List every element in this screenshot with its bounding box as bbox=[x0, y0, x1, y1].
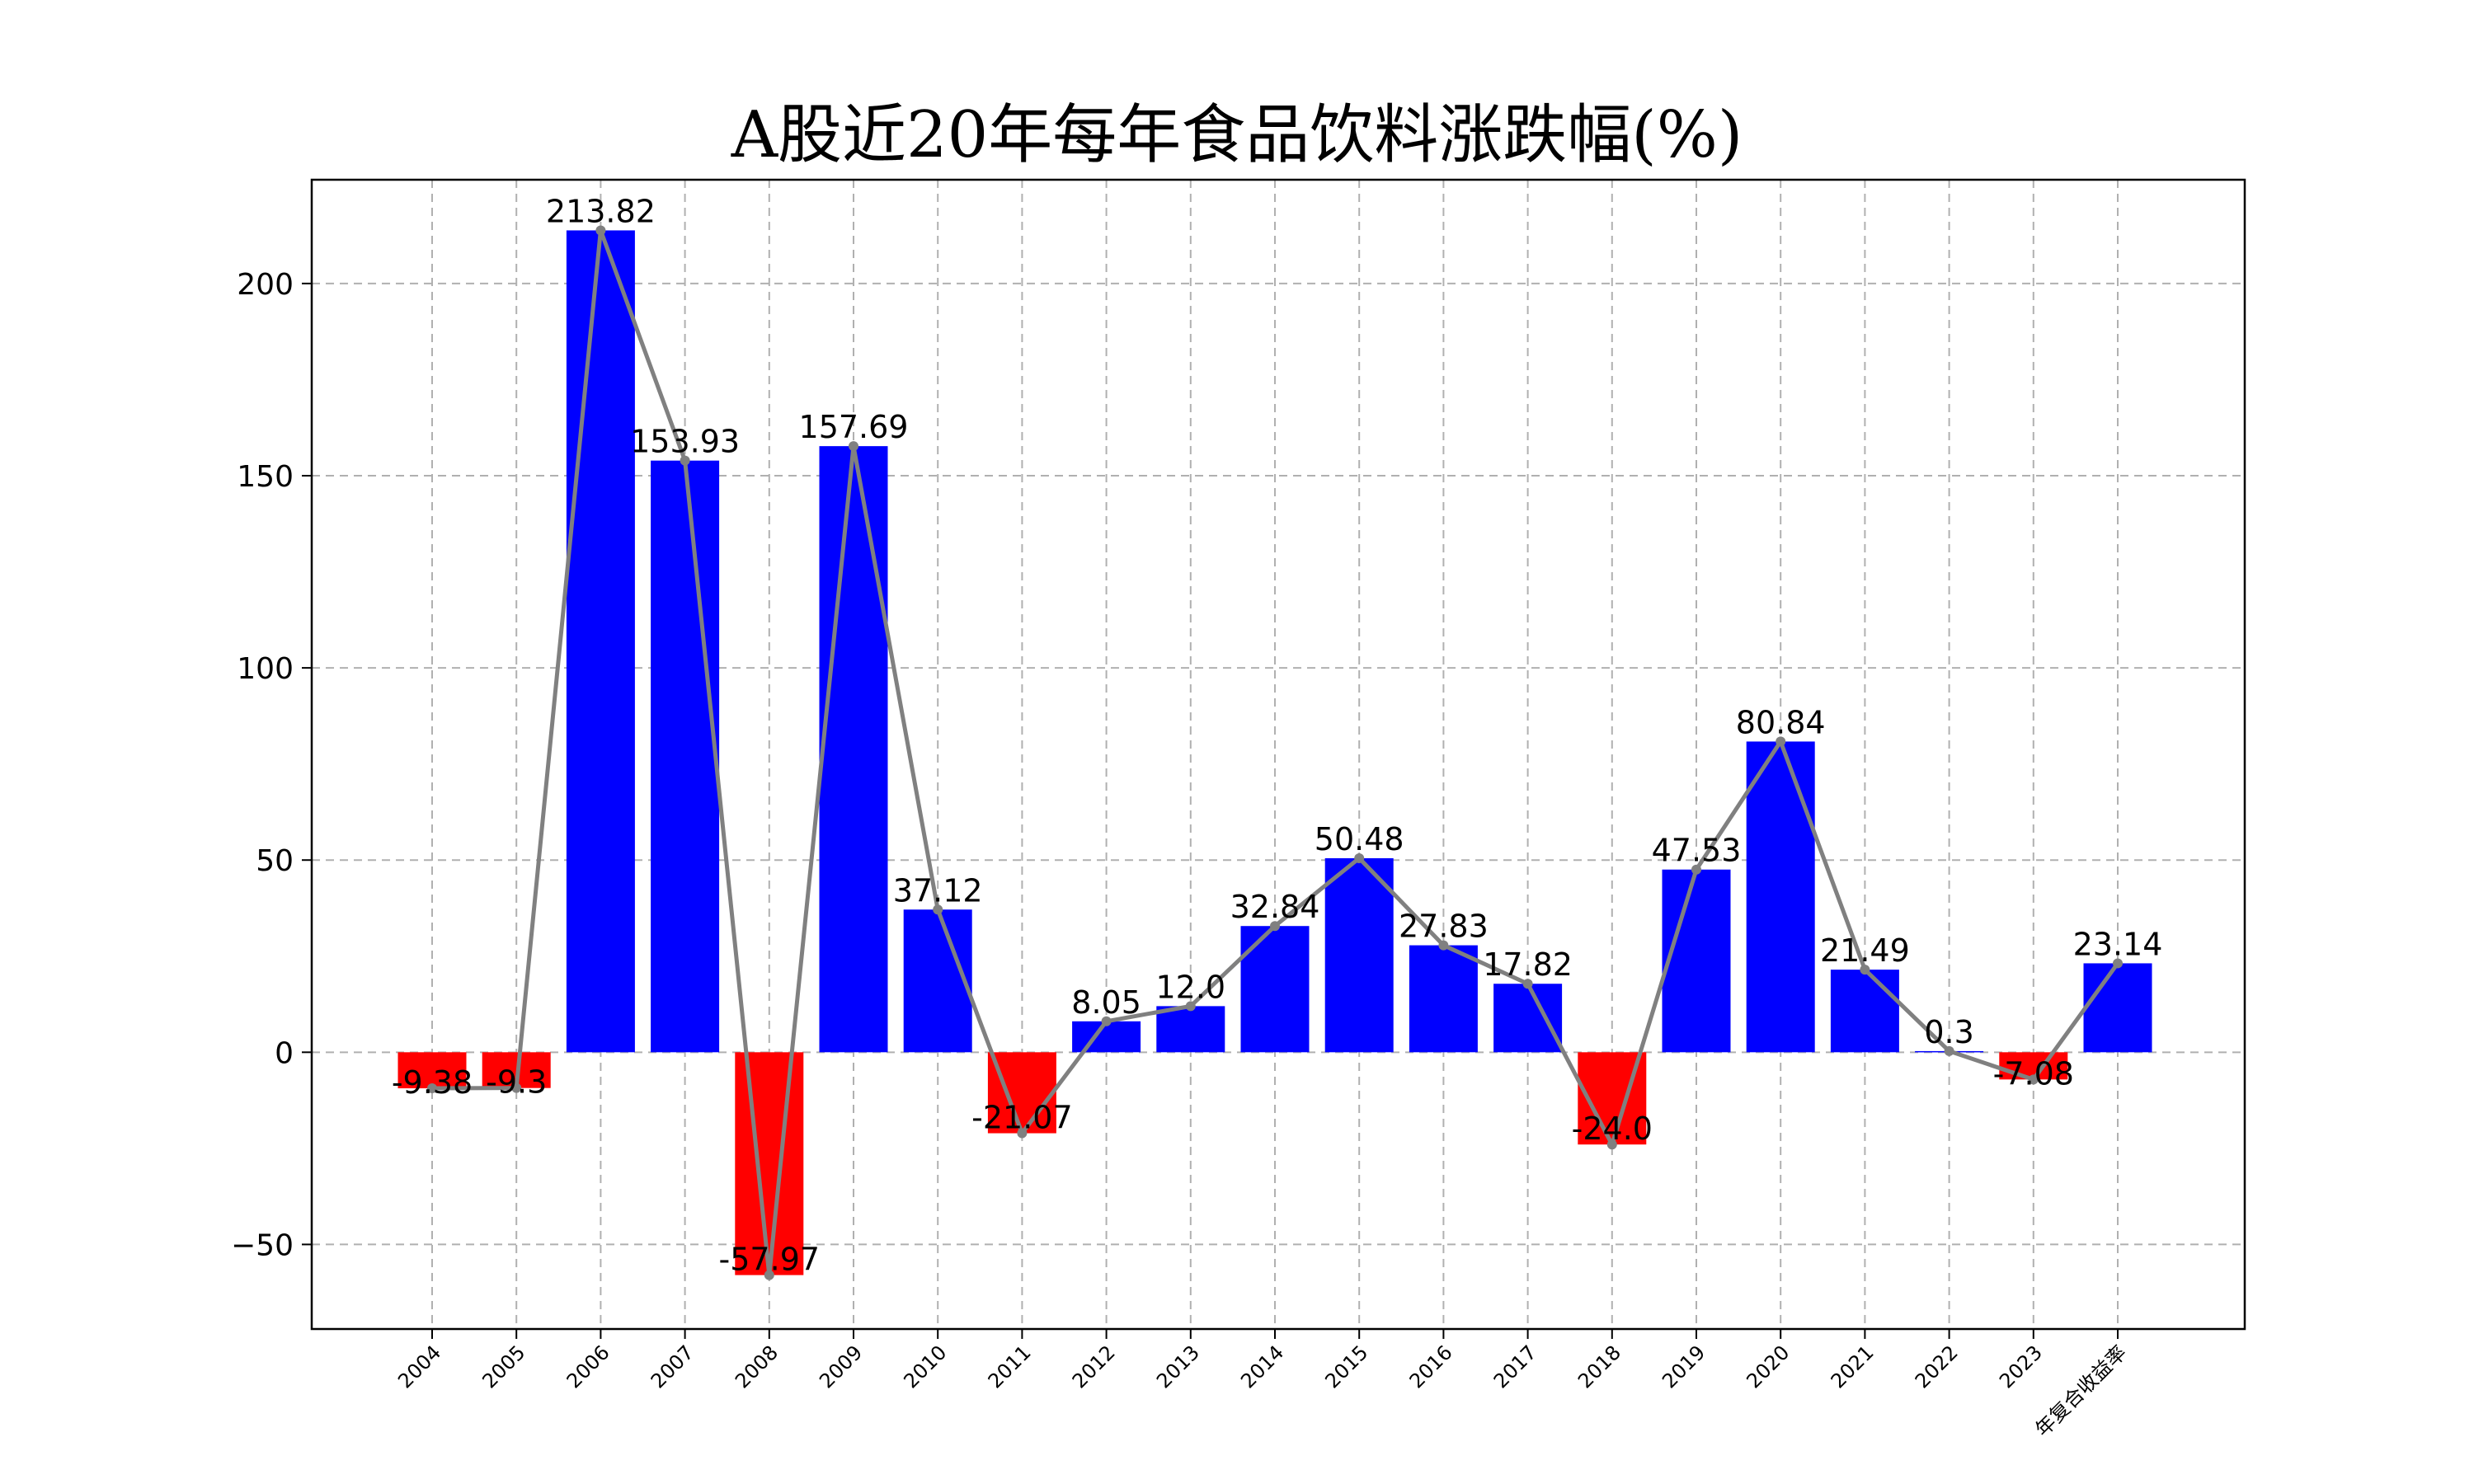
x-tick-label: 2020 bbox=[1742, 1341, 1794, 1392]
data-label: 12.0 bbox=[1155, 969, 1225, 1005]
trend-point bbox=[2113, 958, 2123, 969]
trend-point bbox=[1522, 979, 1533, 989]
y-tick-label: −50 bbox=[231, 1228, 294, 1262]
data-label: -57.97 bbox=[719, 1242, 821, 1278]
bar bbox=[1156, 1006, 1225, 1053]
data-label: 80.84 bbox=[1736, 704, 1826, 740]
data-label: 157.69 bbox=[799, 409, 909, 445]
x-tick-label: 2023 bbox=[1995, 1341, 2047, 1392]
trend-point bbox=[849, 441, 858, 452]
data-label: 50.48 bbox=[1315, 821, 1404, 857]
data-label: 17.82 bbox=[1483, 946, 1573, 983]
trend-point bbox=[1944, 1045, 1954, 1056]
y-tick-label: 50 bbox=[256, 844, 294, 878]
line-layer bbox=[427, 225, 2123, 1280]
data-label: 37.12 bbox=[893, 872, 983, 909]
bars-layer bbox=[397, 230, 2152, 1275]
y-tick-label: 150 bbox=[237, 460, 294, 494]
x-tick-label: 2015 bbox=[1320, 1341, 1372, 1392]
bar bbox=[987, 1052, 1056, 1134]
bar bbox=[2083, 963, 2152, 1053]
trend-point bbox=[427, 1083, 437, 1094]
trend-point bbox=[1270, 921, 1280, 932]
bar bbox=[397, 1052, 467, 1089]
x-tick-label: 2013 bbox=[1152, 1341, 1204, 1392]
bar bbox=[1662, 869, 1731, 1053]
x-tick-label: 年复合收益率 bbox=[2031, 1341, 2132, 1441]
data-label: 32.84 bbox=[1230, 889, 1320, 925]
data-label: -21.07 bbox=[971, 1100, 1073, 1136]
x-tick-label: 2010 bbox=[899, 1341, 951, 1392]
bar bbox=[1493, 984, 1563, 1053]
data-label: 47.53 bbox=[1652, 833, 1742, 869]
data-label: 23.14 bbox=[2073, 926, 2163, 962]
x-tick-label: 2016 bbox=[1405, 1341, 1457, 1392]
x-tick-label: 2009 bbox=[815, 1341, 867, 1392]
x-tick-label: 2011 bbox=[984, 1341, 1036, 1392]
labels-layer: -9.38 -9.3 213.82 153.93 -57.97 157.69 37.12 -2… bbox=[392, 193, 2163, 1277]
x-tick-label: 2007 bbox=[647, 1341, 698, 1392]
trend-point bbox=[1185, 1001, 1196, 1012]
x-tick-label: 2008 bbox=[731, 1341, 783, 1392]
trend-point bbox=[1860, 965, 1870, 975]
data-label: -9.38 bbox=[392, 1064, 473, 1101]
x-tick-label: 2021 bbox=[1827, 1341, 1879, 1392]
trend-point bbox=[1691, 864, 1701, 875]
x-tick-label: 2017 bbox=[1489, 1341, 1541, 1392]
bar bbox=[1072, 1021, 1141, 1053]
bar bbox=[819, 446, 888, 1053]
bar bbox=[1240, 926, 1310, 1053]
x-tick-label: 2012 bbox=[1068, 1341, 1120, 1392]
trend-point bbox=[1606, 1139, 1617, 1150]
data-label: -9.3 bbox=[486, 1064, 547, 1101]
trend-point bbox=[764, 1270, 774, 1280]
data-label: 0.3 bbox=[1924, 1014, 1973, 1050]
y-tick-label: 0 bbox=[275, 1036, 294, 1070]
x-tick-label: 2018 bbox=[1573, 1341, 1625, 1392]
x-tick-label: 2014 bbox=[1236, 1341, 1288, 1392]
axes-layer: −50 0 50 100 150 200 2004 2005 2006 2007 2008 2009 2… bbox=[231, 178, 2246, 1441]
trend-point bbox=[1776, 736, 1786, 747]
x-tick-label: 2005 bbox=[477, 1341, 529, 1392]
trend-point bbox=[1438, 940, 1449, 951]
data-label: 8.05 bbox=[1071, 984, 1141, 1021]
x-tick-label: 2006 bbox=[562, 1341, 614, 1392]
data-label: 213.82 bbox=[546, 193, 656, 229]
data-label: 27.83 bbox=[1399, 909, 1489, 945]
y-tick-label: 200 bbox=[237, 268, 294, 302]
bar bbox=[1409, 945, 1478, 1053]
data-label: 153.93 bbox=[630, 424, 740, 460]
trend-point bbox=[680, 455, 690, 466]
bar bbox=[1830, 970, 1899, 1053]
trend-point bbox=[1354, 852, 1365, 863]
trend-point bbox=[595, 225, 606, 236]
trend-point bbox=[511, 1082, 522, 1093]
bar bbox=[566, 230, 635, 1053]
y-tick-label: 100 bbox=[237, 652, 294, 686]
bar bbox=[1324, 857, 1394, 1053]
plot-frame bbox=[310, 178, 2246, 1331]
x-tick-label: 2004 bbox=[393, 1341, 445, 1392]
trend-point bbox=[2028, 1074, 2039, 1085]
bar bbox=[903, 909, 972, 1053]
bar bbox=[1746, 741, 1815, 1053]
data-label: -7.08 bbox=[1993, 1055, 2074, 1092]
x-tick-label: 2022 bbox=[1911, 1341, 1963, 1392]
data-label: 21.49 bbox=[1820, 932, 1910, 969]
bar bbox=[651, 460, 720, 1053]
trend-point bbox=[1017, 1128, 1028, 1139]
bar bbox=[735, 1052, 804, 1275]
chart-title: A股近20年每年食品饮料涨跌幅(%) bbox=[731, 98, 1743, 172]
trend-point bbox=[933, 904, 943, 915]
trend-point bbox=[1101, 1016, 1112, 1026]
x-tick-label: 2019 bbox=[1658, 1341, 1710, 1392]
data-label: -24.0 bbox=[1572, 1111, 1653, 1147]
